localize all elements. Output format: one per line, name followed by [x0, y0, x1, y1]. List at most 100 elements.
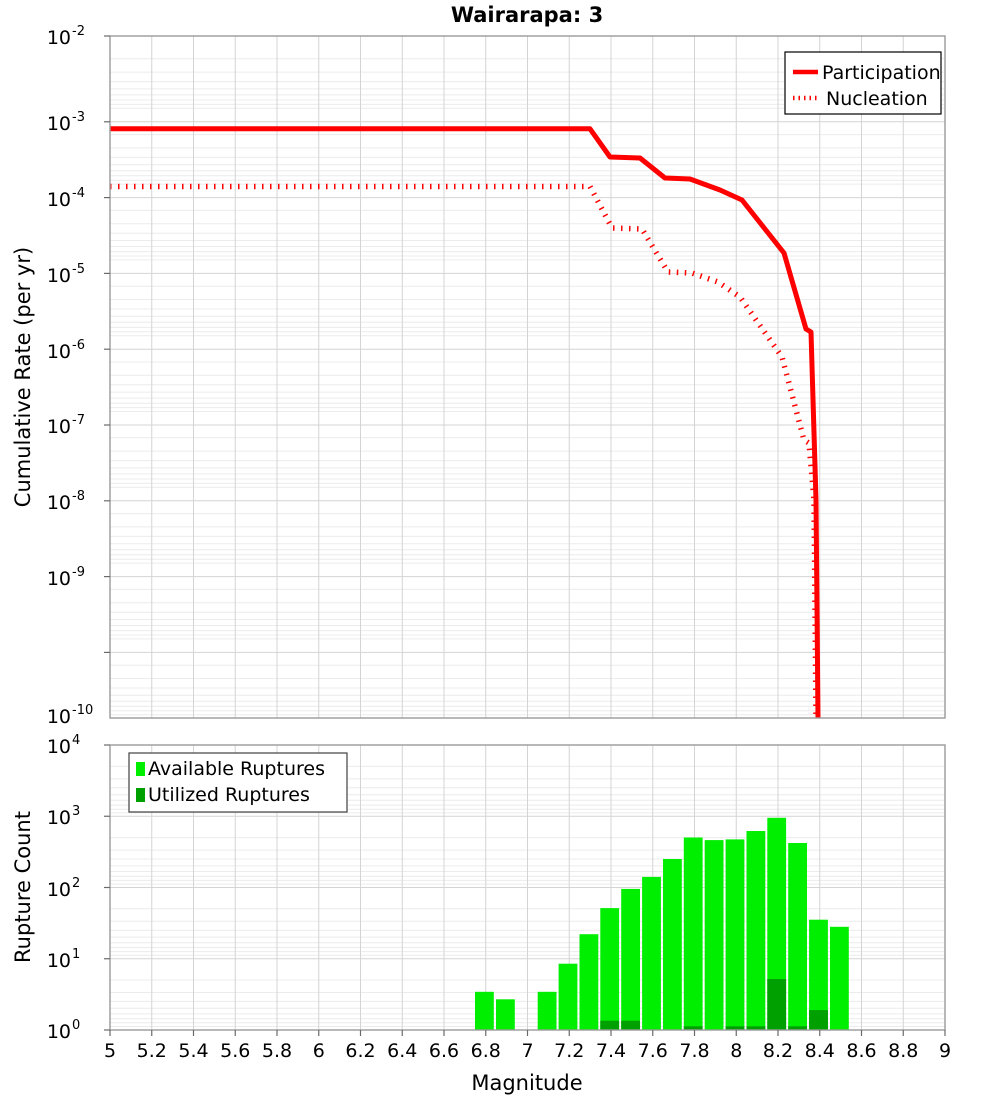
svg-text:10: 10 [47, 1021, 71, 1043]
ytick-1e-2: 10 -2 [47, 24, 85, 49]
xtick-label: 6.4 [387, 1040, 417, 1062]
xtick-label: 6.8 [471, 1040, 501, 1062]
histogram-bars [475, 817, 849, 1030]
ytick-1e-5: 10 -5 [47, 262, 85, 287]
xtick-label: 6.2 [345, 1040, 375, 1062]
svg-text:10: 10 [47, 113, 71, 135]
svg-text:-5: -5 [72, 262, 85, 277]
legend-label-available-ruptures: Available Ruptures [148, 758, 325, 780]
bar-available [621, 888, 640, 1030]
bottom-panel: Available Ruptures Utilized Ruptures 10 … [11, 733, 951, 1095]
svg-text:1: 1 [72, 947, 80, 962]
svg-text:-3: -3 [72, 110, 85, 125]
xtick-label: 7.6 [638, 1040, 668, 1062]
bar-available [642, 876, 661, 1030]
ytick-1e-9: 10 -9 [47, 565, 85, 590]
bar-utilized [600, 1020, 620, 1030]
xtick-label: 5.2 [137, 1040, 167, 1062]
bottom-xtick-labels: 5 5.2 5.4 5.6 5.8 6 6.2 6.4 6.6 6.8 7 7.… [104, 1040, 951, 1062]
svg-text:10: 10 [47, 736, 71, 758]
xtick-label: 7.8 [679, 1040, 709, 1062]
xtick-label: 6.6 [429, 1040, 459, 1062]
bar-available [537, 991, 557, 1030]
xtick-label: 5.6 [220, 1040, 250, 1062]
bottom-xtick-marks [109, 1030, 946, 1036]
ytick-1e-6: 10 -6 [47, 338, 85, 363]
legend-swatch-utilized-ruptures [136, 788, 145, 802]
bottom-ylabel: Rupture Count [11, 811, 35, 963]
svg-text:-4: -4 [72, 186, 85, 201]
bar-available [579, 934, 599, 1030]
svg-text:-7: -7 [72, 413, 85, 428]
xtick-label: 7.4 [596, 1040, 626, 1062]
top-legend-box [784, 51, 942, 115]
svg-text:10: 10 [47, 265, 71, 287]
xlabel: Magnitude [471, 1071, 582, 1095]
bar-available [558, 963, 578, 1030]
bar-utilized [621, 1020, 640, 1030]
bar-available [809, 919, 828, 1030]
xtick-label: 6 [313, 1040, 325, 1062]
bar-available [830, 926, 849, 1030]
ytick-1e4: 10 4 [47, 733, 80, 758]
xtick-label: 8.6 [846, 1040, 876, 1062]
bar-available [496, 999, 515, 1030]
xtick-label: 5.4 [178, 1040, 208, 1062]
chart-title: Wairarapa: 3 [451, 3, 603, 27]
xtick-label: 8 [730, 1040, 742, 1062]
bar-available [600, 908, 620, 1030]
bar-available [704, 840, 724, 1030]
bar-utilized [767, 979, 787, 1030]
svg-text:10: 10 [47, 27, 71, 49]
top-panel: Participation Nucleation [11, 24, 946, 728]
ytick-1e0: 10 0 [47, 1018, 80, 1043]
legend-swatch-available-ruptures [136, 762, 145, 776]
participation-curve [110, 126, 821, 719]
legend-label-utilized-ruptures: Utilized Ruptures [148, 784, 310, 806]
bar-available [767, 817, 787, 1030]
ytick-1e3: 10 3 [47, 804, 80, 829]
svg-text:10: 10 [47, 492, 71, 514]
xtick-label: 8.2 [763, 1040, 793, 1062]
svg-text:10: 10 [47, 341, 71, 363]
bar-available [788, 843, 807, 1030]
svg-text:4: 4 [72, 733, 80, 748]
svg-text:0: 0 [72, 1018, 80, 1033]
bottom-legend-box [128, 752, 348, 813]
svg-text:10: 10 [47, 416, 71, 438]
xtick-label: 8.8 [888, 1040, 918, 1062]
bar-utilized [683, 1026, 703, 1030]
ytick-1e-8: 10 -8 [47, 489, 85, 514]
bar-utilized [725, 1026, 745, 1030]
ytick-1e-4: 10 -4 [47, 186, 85, 211]
xtick-label: 8.4 [805, 1040, 835, 1062]
xtick-label: 5 [104, 1040, 116, 1062]
xtick-label: 9 [939, 1040, 951, 1062]
svg-text:-10: -10 [72, 703, 93, 718]
svg-text:10: 10 [47, 879, 71, 901]
svg-text:-8: -8 [72, 489, 85, 504]
svg-text:2: 2 [72, 876, 80, 891]
top-ylabel: Cumulative Rate (per yr) [11, 247, 35, 507]
bar-available [475, 991, 494, 1030]
ytick-1e-3: 10 -3 [47, 110, 85, 135]
svg-text:3: 3 [72, 804, 80, 819]
svg-text:10: 10 [47, 950, 71, 972]
bar-utilized [788, 1026, 807, 1030]
ytick-1e-10: 10 -10 [47, 703, 93, 728]
bottom-ytick-marks [104, 744, 110, 1031]
bottom-legend: Available Ruptures Utilized Ruptures [128, 752, 348, 813]
xtick-label: 7 [521, 1040, 533, 1062]
top-legend: Participation Nucleation [784, 51, 942, 115]
bar-available [725, 839, 745, 1030]
bar-available [746, 831, 766, 1030]
bar-utilized [746, 1026, 766, 1030]
bar-utilized [809, 1010, 828, 1030]
svg-text:-9: -9 [72, 565, 85, 580]
top-vertical-gridlines [109, 36, 946, 718]
svg-text:-6: -6 [72, 338, 85, 353]
svg-text:10: 10 [47, 189, 71, 211]
bottom-ytick-labels: 10 4 10 3 10 2 10 1 10 0 [47, 733, 80, 1043]
bar-available [683, 837, 703, 1030]
